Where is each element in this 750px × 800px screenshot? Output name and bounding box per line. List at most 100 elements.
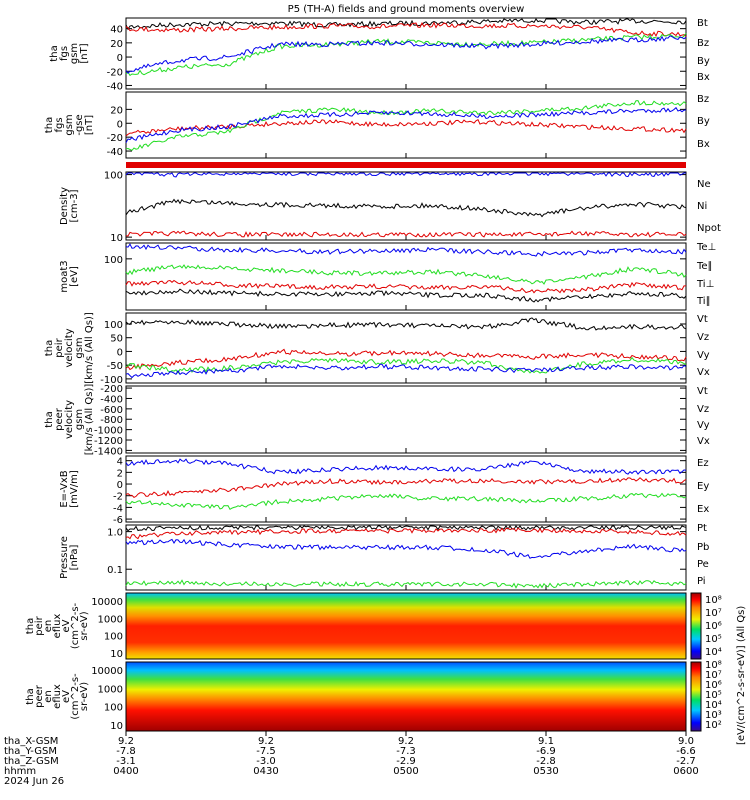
y-axis-label: velocity <box>64 328 75 367</box>
y-tick-label: -40 <box>107 147 123 158</box>
y-axis-label: fgs <box>59 46 70 61</box>
y-tick-label: 0.1 <box>107 565 123 576</box>
y-axis-label: tha <box>44 340 55 356</box>
panel-frame <box>125 312 687 384</box>
panel-peir_spectrogram-axes: 10000 1000 100 10 thapeirenefluxeV(cm^2-s-sr… <box>25 597 131 660</box>
series-Ni-line <box>125 198 687 218</box>
x-axis-value: -2.8 <box>536 756 556 767</box>
y-tick-label: 10 <box>110 649 123 660</box>
legend-Pt: Pt <box>697 523 707 534</box>
x-axis-row-label: tha_Y-GSM <box>4 746 57 757</box>
y-tick-label: -1200 <box>94 436 123 447</box>
x-axis-value: 0500 <box>393 766 418 777</box>
y-tick-label: 1.0 <box>107 528 123 539</box>
y-axis-label: sr-eV) <box>79 682 90 711</box>
y-axis-label: eV <box>61 690 72 703</box>
y-axis-label: gsm <box>69 43 80 64</box>
legend-Pi: Pi <box>697 576 706 587</box>
y-tick-label: 10 <box>110 233 123 244</box>
y-axis-label: [km/s (All Qs)] <box>84 384 95 456</box>
y-axis-label: [cm-3] <box>69 189 80 222</box>
series-Pb-line <box>125 527 687 540</box>
panel-frame <box>125 242 687 311</box>
x-axis-value: 0430 <box>253 766 278 777</box>
panel-fgs_gse: -40 -20 0 20 tha fgs gsm -gse [nT] Bz By Bx <box>44 91 710 159</box>
y-tick-label: -2 <box>113 492 123 503</box>
y-axis-label: tha <box>44 411 55 427</box>
y-axis-label: Density <box>59 187 70 225</box>
y-tick-label: 2 <box>117 468 123 479</box>
y-tick-label: 100 <box>104 703 123 714</box>
series-Bz-line <box>125 119 687 137</box>
y-axis-label: tha <box>49 45 60 61</box>
y-tick-label: 40 <box>110 25 123 36</box>
y-axis-label: moat3 <box>59 260 70 292</box>
y-axis-label: Pressure <box>59 536 70 579</box>
legend-Ti: Ti∥ <box>696 296 711 307</box>
legend-Te: Te∥ <box>696 261 713 272</box>
y-tick-label: 20 <box>110 39 123 50</box>
x-axis-value: 0530 <box>533 766 558 777</box>
peir-spectrogram <box>125 592 687 660</box>
peir-spectrogram-image <box>126 593 686 659</box>
peer-spectrogram-image <box>126 662 686 731</box>
series-Bz-line <box>125 21 687 38</box>
x-axis-value: -6.6 <box>676 746 696 757</box>
peer-spectrogram <box>125 661 687 732</box>
y-axis-label: [eV] <box>69 266 80 287</box>
series-Bx-line <box>125 106 687 143</box>
series-Vt-line <box>125 317 687 331</box>
colorbar-tick-label: 10⁷ <box>705 608 722 619</box>
colorbar-tick-label: 10⁵ <box>705 634 722 645</box>
legend-Ne: Ne <box>697 179 711 190</box>
panel-efield: -6-4-2024 E=-VxB [mV/m] Ez Ey Ex <box>59 455 709 526</box>
legend-Ex: Ex <box>697 504 709 515</box>
y-axis-label: [nPa] <box>69 544 80 570</box>
y-tick-label: 1000 <box>98 614 123 625</box>
legend-Vx: Vx <box>697 436 710 447</box>
y-axis-label: eV <box>61 619 72 632</box>
series-Ey-line <box>125 492 687 510</box>
y-tick-label: -20 <box>107 67 123 78</box>
panel-fgs_gsm: -40 -20 0 20 40 tha fgs gsm [nT] Bt Bz By Bx <box>49 17 710 92</box>
y-axis-label: (cm^2-s- <box>70 602 81 649</box>
y-tick-label: 100 <box>104 320 123 331</box>
series-By-line <box>125 33 687 77</box>
series-Npot-line <box>125 172 686 178</box>
legend-Bx: Bx <box>697 139 710 150</box>
legend-Vt: Vt <box>697 314 708 325</box>
y-tick-label: 10000 <box>91 597 123 608</box>
colorbar-tick-label: 10⁶ <box>705 621 722 632</box>
colorbar-tick-label: 10² <box>705 720 722 731</box>
x-axis-value: 9.0 <box>678 736 694 747</box>
y-axis-label: fgs <box>54 117 65 132</box>
y-axis-label: en <box>43 620 54 633</box>
x-axis-row-label: tha_X-GSM <box>4 736 58 747</box>
y-axis-label: en <box>43 690 54 703</box>
y-tick-label: 20 <box>110 105 123 116</box>
x-axis-value: -6.9 <box>536 746 556 757</box>
y-axis-label: E=-VxB <box>59 470 70 507</box>
legend-Ez: Ez <box>697 458 709 469</box>
y-axis-label: tha <box>44 117 55 133</box>
colorbar-tick-label: 10⁸ <box>705 595 722 606</box>
x-axis-row-label: tha_Z-GSM <box>4 756 59 767</box>
legend-Vz: Vz <box>697 332 709 343</box>
flag-bar <box>126 162 686 168</box>
y-axis-label: eflux <box>52 614 63 639</box>
x-axis-value: -3.0 <box>256 756 276 767</box>
y-axis-label: (cm^2-s- <box>70 673 81 720</box>
colorbar-label: [eV/(cm^2-s-sr-eV)] (All Qs) <box>736 606 747 745</box>
legend-Pe: Pe <box>697 559 709 570</box>
legend-By: By <box>697 116 710 127</box>
colorbar-tick-label: 10⁵ <box>705 690 722 701</box>
series-Ez-line <box>125 477 687 499</box>
y-tick-label: -100 <box>100 375 123 386</box>
panel-density: 10 100 Density [cm-3] Ne Ni Npot <box>59 171 721 245</box>
y-tick-label: -400 <box>100 394 123 405</box>
y-tick-label: 0 <box>117 347 123 358</box>
x-axis-value: -7.5 <box>256 746 276 757</box>
legend-Bt: Bt <box>697 18 708 29</box>
